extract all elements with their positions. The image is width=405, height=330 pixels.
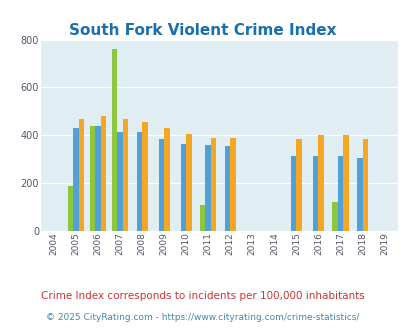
Bar [73,128,79,231]
Bar [68,185,73,231]
Bar [296,139,301,231]
Bar [100,116,106,231]
Bar [224,146,230,231]
Bar [180,144,186,231]
Text: South Fork Violent Crime Index: South Fork Violent Crime Index [69,23,336,38]
Bar [117,132,122,231]
Bar [230,138,235,231]
Bar [290,156,296,231]
Bar [318,135,323,231]
Text: © 2025 CityRating.com - https://www.cityrating.com/crime-statistics/: © 2025 CityRating.com - https://www.city… [46,313,359,322]
Bar [205,145,211,231]
Bar [312,156,318,231]
Bar [142,122,147,231]
Text: Crime Index corresponds to incidents per 100,000 inhabitants: Crime Index corresponds to incidents per… [41,291,364,301]
Bar [111,49,117,231]
Bar [331,202,337,231]
Bar [186,134,191,231]
Bar [337,156,343,231]
Bar [95,126,100,231]
Bar [136,132,142,231]
Bar [164,128,169,231]
Bar [356,158,362,231]
Bar [362,139,367,231]
Bar [343,135,348,231]
Bar [79,118,84,231]
Bar [199,205,205,231]
Bar [122,118,128,231]
Bar [90,126,95,231]
Bar [211,138,216,231]
Bar [158,139,164,231]
